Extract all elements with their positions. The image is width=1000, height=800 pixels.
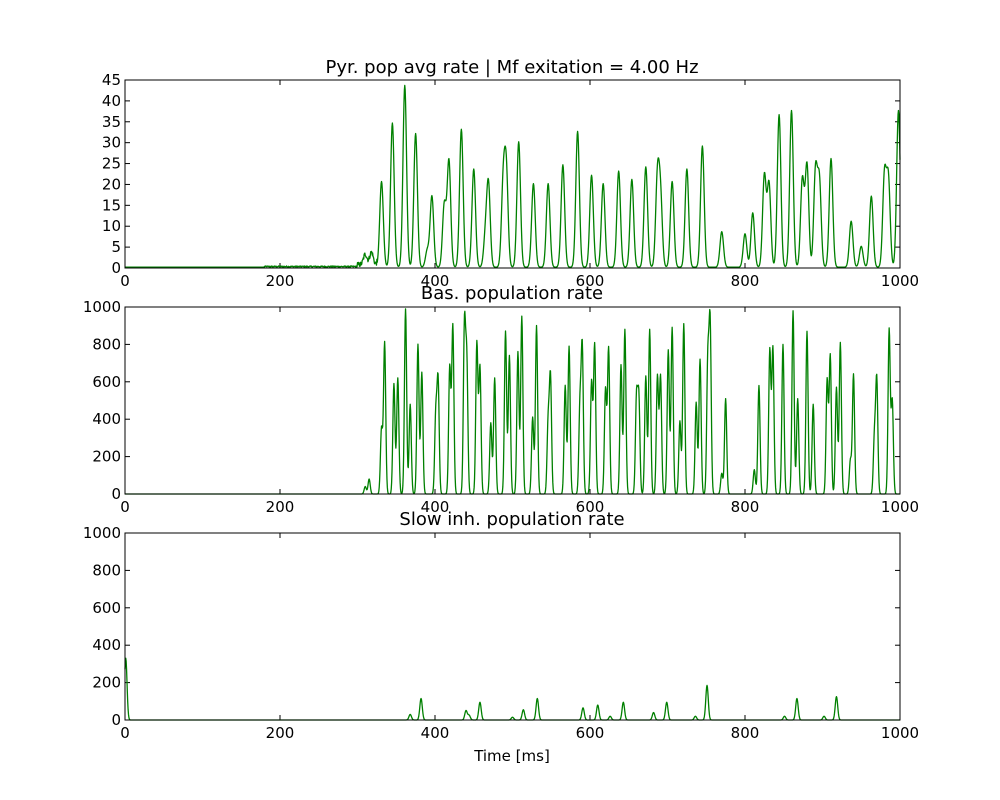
panel-basket-axes: 0 200 400 600 800 1000 0 200 400 600 800 1000 [83,298,919,516]
panel-slow-inhibitory-ytick-label: 0 [111,711,121,729]
panel-slow-inhibitory-xtick-label: 1000 [881,724,919,742]
panel-basket: Bas. population rate 0 200 400 600 800 1000 0 2… [83,283,919,516]
panel-basket-xtick-label: 600 [576,498,605,516]
panel-pyramidal-ytick-label: 0 [111,259,121,277]
panel-basket-xtick-label: 400 [421,498,450,516]
panel-pyramidal-xtick-label: 600 [576,272,605,290]
panel-pyramidal-title: Pyr. pop avg rate | Mf exitation = 4.00 … [325,57,698,78]
panel-basket-title: Bas. population rate [421,283,603,304]
x-axis-label: Time [ms] [473,747,550,765]
panel-slow-inhibitory-xtick-label: 200 [266,724,295,742]
panel-basket-frame [124,306,901,495]
panel-pyramidal-ytick-label: 25 [102,155,121,173]
panel-slow-inhibitory-ytick-label: 600 [92,599,121,617]
panel-basket-ytick-label: 600 [92,373,121,391]
panel-slow-inhibitory: Slow inh. population rate 0 200 400 600 800 1… [83,509,919,765]
panel-basket-xtick-label: 800 [731,498,760,516]
panel-slow-inhibitory-xtick-label: 600 [576,724,605,742]
panel-basket-ytick-label: 400 [92,410,121,428]
panel-basket-ytick-label: 1000 [83,298,121,316]
panel-pyramidal-ytick-label: 30 [102,134,121,152]
panel-slow-inhibitory-ytick-label: 200 [92,674,121,692]
panel-slow-inhibitory-xtick-label: 400 [421,724,450,742]
panel-pyramidal-ytick-label: 10 [102,217,121,235]
panel-pyramidal-ytick-label: 15 [102,196,121,214]
panel-basket-xtick-label: 200 [266,498,295,516]
panel-pyramidal-ytick-label: 20 [102,175,121,193]
panel-pyramidal: Pyr. pop avg rate | Mf exitation = 4.00 … [102,57,919,290]
panel-pyramidal-xtick-label: 800 [731,272,760,290]
panel-pyramidal-xtick-label: 200 [266,272,295,290]
panel-basket-xtick-label: 1000 [881,498,919,516]
panel-slow-inhibitory-axes: 0 200 400 600 800 1000 0 200 400 600 800 1000 [83,524,919,742]
panel-slow-inhibitory-title: Slow inh. population rate [399,509,624,530]
panel-pyramidal-ytick-label: 5 [111,238,121,256]
panel-pyramidal-ytick-label: 35 [102,113,121,131]
panel-pyramidal-ytick-label: 45 [102,71,121,89]
panel-slow-inhibitory-frame [124,532,901,721]
panel-slow-inhibitory-xtick-label: 800 [731,724,760,742]
panel-slow-inhibitory-ytick-label: 800 [92,561,121,579]
panel-basket-ytick-label: 800 [92,335,121,353]
panel-pyramidal-xtick-label: 1000 [881,272,919,290]
panel-slow-inhibitory-ytick-label: 1000 [83,524,121,542]
panel-slow-inhibitory-ytick-label: 400 [92,636,121,654]
panel-pyramidal-frame [124,79,901,269]
panel-pyramidal-ytick-label: 40 [102,92,121,110]
panel-basket-ytick-label: 200 [92,448,121,466]
panel-slow-inhibitory-xtick-label: 0 [120,724,130,742]
panel-basket-ytick-label: 0 [111,485,121,503]
panel-pyramidal-xtick-label: 400 [421,272,450,290]
panel-basket-xtick-label: 0 [120,498,130,516]
panel-pyramidal-xtick-label: 0 [120,272,130,290]
panel-pyramidal-series-line [124,84,901,268]
